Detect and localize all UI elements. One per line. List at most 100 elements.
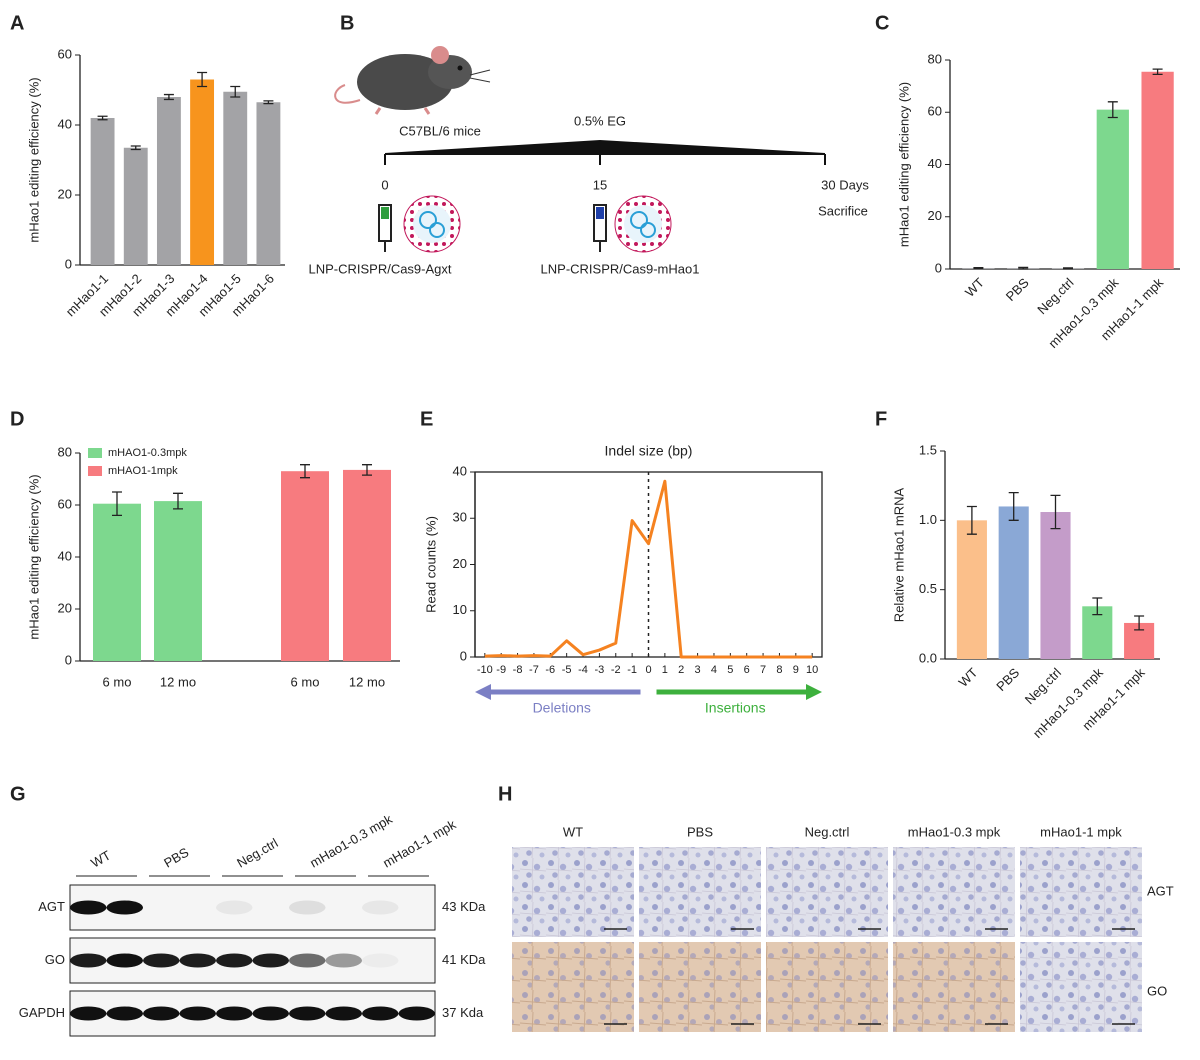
error-bar [1018,266,1029,270]
y-tick-label: 20 [58,600,72,615]
y-tick-label: 0.5 [919,581,937,596]
histology-image [639,847,761,937]
bar [256,102,281,265]
histology-image [1020,942,1142,1032]
blot-band [143,953,180,968]
error-bar [1107,101,1118,119]
x-tick-label: 3 [695,664,701,676]
y-tick-label: 40 [453,463,467,478]
blot-band [143,1006,180,1021]
blot-band [106,1006,143,1021]
y-tick-label: 0 [65,652,72,667]
blot-band [216,953,253,968]
histology-image [766,942,888,1032]
dose-wedge [385,140,825,153]
y-tick-label: 0 [935,260,942,275]
blot-band [362,953,399,968]
blot-size-label: 43 KDa [442,899,486,914]
bar [123,147,148,265]
blot-band [106,900,143,915]
panel-label: H [498,783,512,805]
x-tick-label: 4 [711,664,717,676]
annotation: Deletions [533,700,591,716]
blot-band [398,1006,435,1021]
error-bar [263,100,274,105]
y-axis-label: Relative mHao1 mRNA [891,487,906,622]
y-tick-label: 20 [58,186,72,201]
y-tick-label: 60 [58,496,72,511]
y-tick-label: 40 [58,116,72,131]
x-tick-label: Neg.ctrl [1022,665,1064,707]
blot-band [70,953,107,968]
x-tick-label: 6 mo [291,674,320,689]
x-tick-label: 6 mo [103,674,132,689]
blot-band [289,953,326,968]
line [484,479,813,659]
timepoint: 15 [593,177,607,192]
error-bar [1152,68,1163,76]
mouse-illustration [334,46,491,115]
error-bar [197,71,208,88]
y-tick-label: 80 [928,51,942,66]
blot-size-label: 41 KDa [442,952,486,967]
blot-row-label: GO [45,952,65,967]
x-tick-label: WT [956,665,981,690]
x-tick-label: -9 [496,664,506,676]
row-label: AGT [1147,883,1174,898]
x-tick-label: 2 [678,664,684,676]
blot-band [106,953,143,968]
error-bar [97,115,108,121]
y-tick-label: 0.0 [919,650,937,665]
error-bar [163,93,174,101]
histology-image [512,942,634,1032]
panel-label: E [420,408,433,430]
lane-group-label: PBS [161,844,191,870]
x-tick-label: -3 [595,664,605,676]
x-tick-label: 6 [744,664,750,676]
column-header: Neg.ctrl [805,824,850,839]
injection-2 [593,195,672,253]
x-tick-label: Neg.ctrl [1034,275,1076,317]
y-tick-label: 60 [928,104,942,119]
error-bar [1092,597,1103,616]
blot-band [325,953,362,968]
y-axis-label: mHao1 editing efficiency (%) [26,77,41,242]
bar [343,469,391,661]
panel-label: A [10,12,24,34]
x-tick-label: -8 [513,664,523,676]
bar [998,506,1029,659]
lane-group-label: WT [88,847,113,870]
bar [1040,512,1071,659]
error-bar [966,505,977,535]
blot-band [289,1006,326,1021]
blot-band [362,900,399,915]
y-axis-label: mHao1 editing efficiency (%) [26,474,41,639]
histology-image [893,942,1015,1032]
panel-label: C [875,12,889,34]
treatment-label: 0.5% EG [574,113,626,128]
x-tick-label: -1 [627,664,637,676]
column-header: mHao1-1 mpk [1040,824,1122,839]
insertion-arrowhead [806,684,822,700]
blot-band [179,953,216,968]
error-bar [1063,267,1073,270]
error-bar [130,145,141,151]
panel-label: D [10,408,24,430]
error-bar [973,267,984,270]
histology-image [639,942,761,1032]
error-bar [362,464,372,476]
blot-band [362,1006,399,1021]
y-tick-label: 30 [453,510,467,525]
legend-label: mHAO1-0.3mpk [108,447,187,459]
blot-band [289,900,326,915]
blot-band [252,953,289,968]
blot-band [325,1006,362,1021]
bar [190,79,215,265]
blot-band [216,1006,253,1021]
endpoint-label: Sacrifice [818,203,868,218]
x-tick-label: 12 mo [349,674,385,689]
bar [154,501,202,661]
blot-row-label: AGT [38,899,65,914]
bar [1096,109,1129,269]
legend-label: mHAO1-1mpk [108,465,178,477]
